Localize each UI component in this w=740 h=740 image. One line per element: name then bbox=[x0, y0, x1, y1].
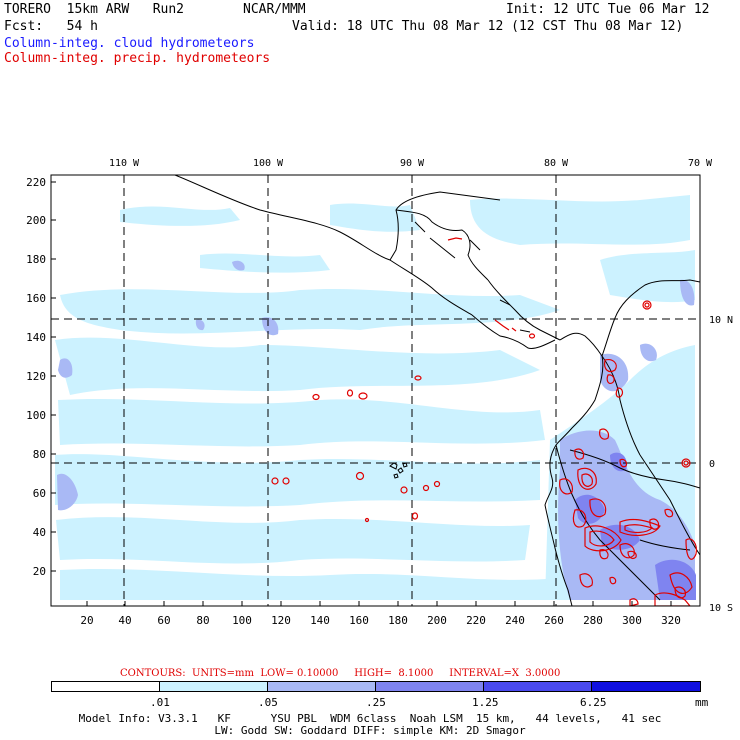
x-tick-label: 320 bbox=[661, 614, 681, 627]
colorbar-label: .25 bbox=[366, 696, 386, 709]
x-tick-label: 140 bbox=[310, 614, 330, 627]
forecast-hour: Fcst: 54 h bbox=[4, 19, 98, 34]
legend-cloud: Column-integ. cloud hydrometeors bbox=[4, 36, 255, 51]
colorbar-bin-2 bbox=[267, 681, 376, 692]
y-tick-label: 80 bbox=[33, 448, 46, 461]
colorbar-bin-1 bbox=[159, 681, 268, 692]
x-tick-label: 180 bbox=[388, 614, 408, 627]
x-tick-label: 220 bbox=[466, 614, 486, 627]
x-tick-label: 60 bbox=[157, 614, 170, 627]
lon-label-70w: 70 W bbox=[688, 158, 713, 169]
model-title: TORERO 15km ARW Run2 bbox=[4, 2, 185, 17]
x-tick-label: 20 bbox=[80, 614, 93, 627]
galapagos-islands bbox=[389, 462, 408, 479]
y-tick-label: 40 bbox=[33, 526, 46, 539]
x-tick-label: 40 bbox=[118, 614, 131, 627]
x-tick-label: 200 bbox=[427, 614, 447, 627]
colorbar-bin-0 bbox=[51, 681, 160, 692]
colorbar-label: .01 bbox=[150, 696, 170, 709]
x-tick-label: 260 bbox=[544, 614, 564, 627]
x-tick-label: 160 bbox=[349, 614, 369, 627]
y-tick-label: 60 bbox=[33, 487, 46, 500]
lon-label-90w: 90 W bbox=[400, 158, 425, 169]
valid-time: Valid: 18 UTC Thu 08 Mar 12 (12 CST Thu … bbox=[292, 19, 684, 34]
colorbar-bin-4 bbox=[483, 681, 592, 692]
map-frame bbox=[50, 174, 701, 607]
colorbar-label: 6.25 bbox=[580, 696, 607, 709]
lon-label-110w: 110 W bbox=[109, 158, 140, 169]
colorbar-label: .05 bbox=[258, 696, 278, 709]
lat-lon-grid bbox=[51, 175, 700, 606]
y-tick-label: 140 bbox=[26, 331, 46, 344]
lon-label-100w: 100 W bbox=[253, 158, 284, 169]
model-info: Model Info: V3.3.1 KF YSU PBL WDM 6class… bbox=[78, 712, 662, 725]
x-tick-label: 280 bbox=[583, 614, 603, 627]
contour-info: CONTOURS: UNITS=mm LOW= 0.10000 HIGH= 8.… bbox=[120, 668, 561, 679]
x-tick-label: 240 bbox=[505, 614, 525, 627]
org-label: NCAR/MMM bbox=[243, 2, 306, 17]
y-tick-label: 180 bbox=[26, 253, 46, 266]
lon-label-80w: 80 W bbox=[544, 158, 569, 169]
legend-precip: Column-integ. precip. hydrometeors bbox=[4, 51, 271, 66]
coastline bbox=[174, 175, 700, 606]
colorbar-label: 1.25 bbox=[472, 696, 499, 709]
axis-ticks bbox=[51, 181, 672, 606]
precip-contours bbox=[271, 237, 697, 606]
y-tick-label: 20 bbox=[33, 565, 46, 578]
lat-label-10s: 10 S bbox=[709, 603, 733, 614]
lat-label-10n: 10 N bbox=[709, 315, 733, 326]
cloud-field-medium bbox=[57, 260, 695, 600]
cloud-field-light bbox=[55, 195, 695, 600]
x-tick-label: 120 bbox=[271, 614, 291, 627]
x-tick-label: 300 bbox=[622, 614, 642, 627]
x-tick-label: 80 bbox=[196, 614, 209, 627]
colorbar-bin-3 bbox=[375, 681, 484, 692]
lat-label-0: 0 bbox=[709, 459, 715, 470]
y-tick-label: 220 bbox=[26, 176, 46, 189]
physics-info: LW: Godd SW: Goddard DIFF: simple KM: 2D… bbox=[214, 724, 526, 737]
colorbar-bin-5 bbox=[591, 681, 701, 692]
x-tick-label: 100 bbox=[232, 614, 252, 627]
colorbar-unit: mm bbox=[695, 696, 709, 709]
y-tick-label: 120 bbox=[26, 370, 46, 383]
init-time: Init: 12 UTC Tue 06 Mar 12 bbox=[506, 2, 710, 17]
y-tick-label: 200 bbox=[26, 214, 46, 227]
y-tick-label: 100 bbox=[26, 409, 46, 422]
y-tick-label: 160 bbox=[26, 292, 46, 305]
